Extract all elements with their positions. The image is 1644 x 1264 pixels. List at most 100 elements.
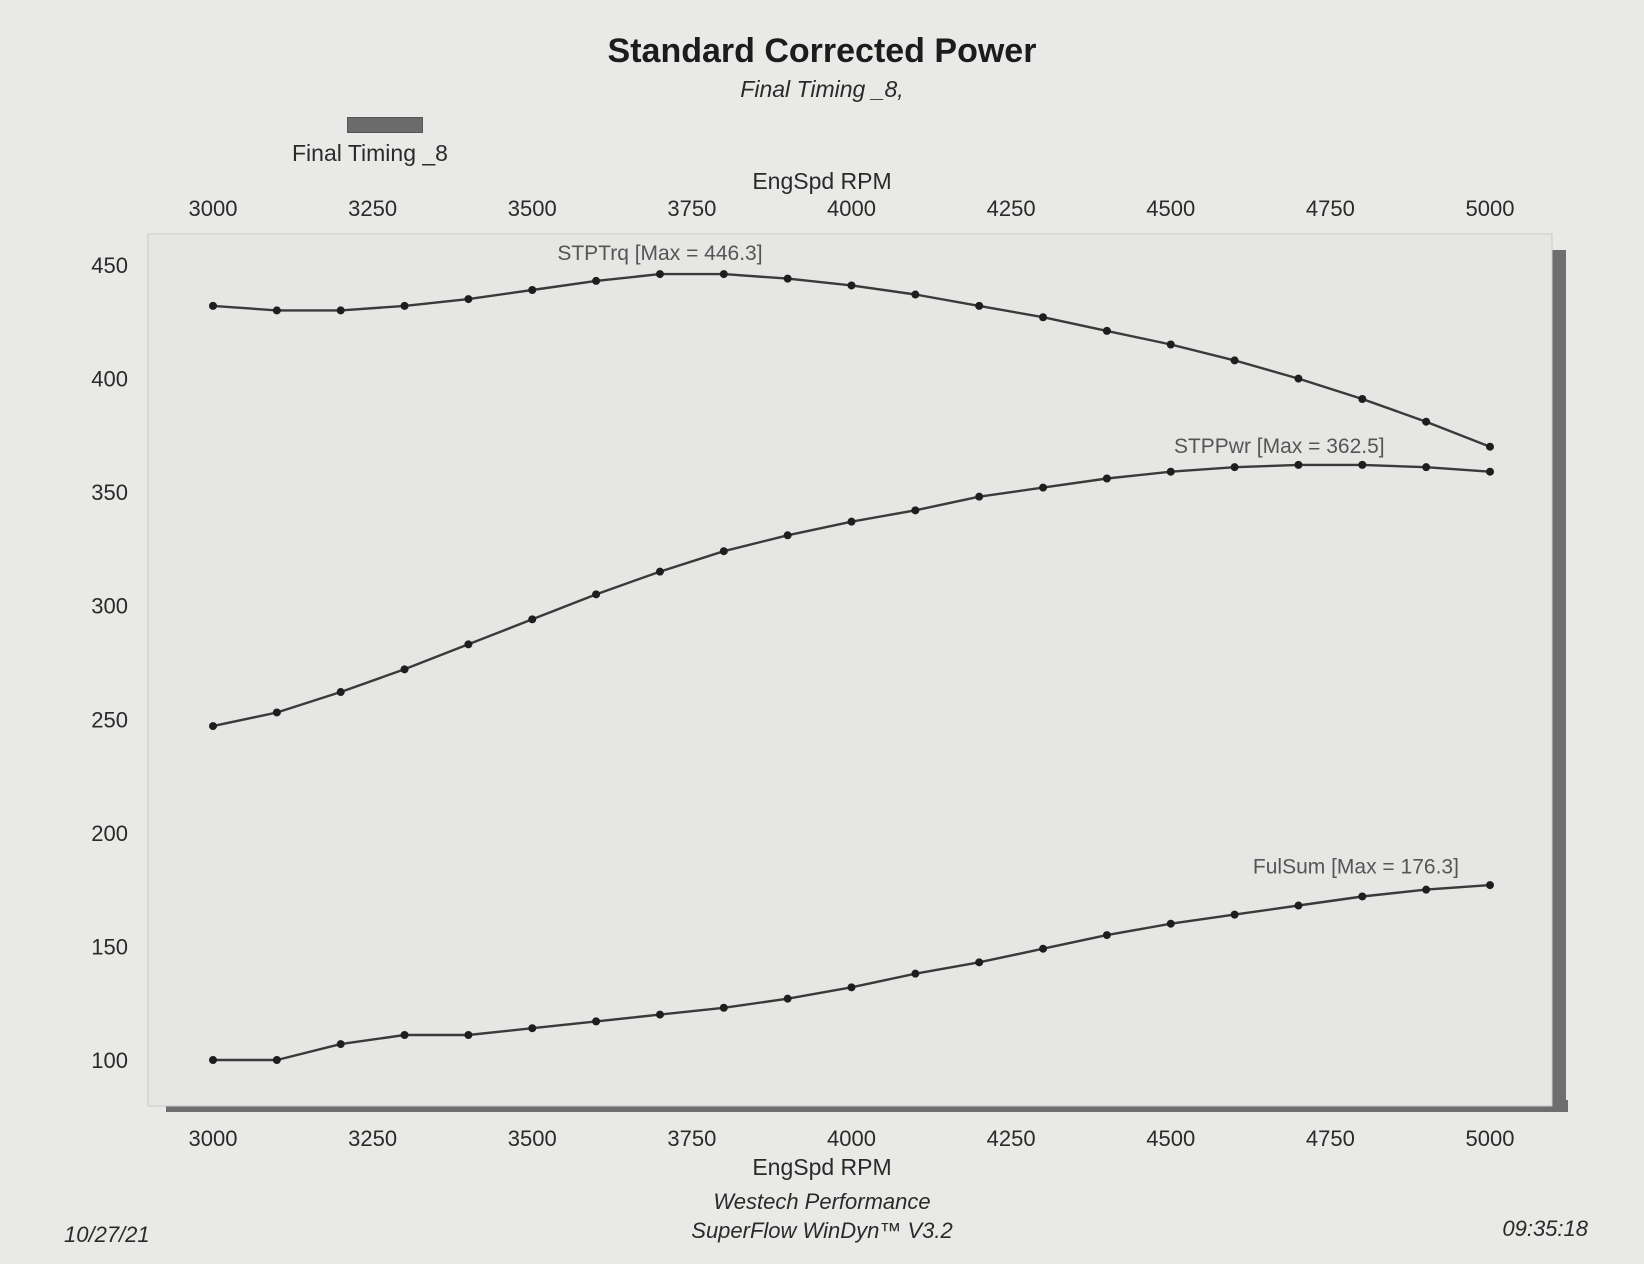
data-point-fulsum [655,1010,664,1019]
data-point-stptrq [1294,374,1303,383]
data-point-stppwr [592,590,601,599]
data-point-stptrq [336,306,345,315]
series-label-stppwr: STPPwr [Max = 362.5] [1174,435,1385,458]
x-tick-label-top: 3250 [348,196,397,221]
data-point-fulsum [592,1017,601,1026]
y-tick-label: 300 [91,594,128,619]
x-tick-label-bottom: 4000 [827,1126,876,1151]
data-point-fulsum [1230,910,1239,919]
data-point-stptrq [592,276,601,285]
data-point-stppwr [272,708,281,717]
x-tick-label-top: 4500 [1146,196,1195,221]
data-point-fulsum [847,983,856,992]
data-point-stppwr [464,640,473,649]
plot-shadow-right [1552,250,1566,1112]
data-point-stptrq [209,301,217,310]
data-point-stptrq [975,301,984,310]
data-point-stptrq [719,270,728,279]
data-point-fulsum [1102,931,1111,940]
data-point-stppwr [1039,483,1048,492]
data-point-stptrq [655,270,664,279]
series-label-fulsum: FulSum [Max = 176.3] [1253,855,1459,878]
data-point-stptrq [528,285,537,294]
data-point-stptrq [1486,442,1494,451]
data-point-fulsum [464,1031,473,1040]
footer-date: 10/27/21 [64,1222,150,1247]
data-point-stppwr [975,492,984,501]
y-tick-label: 100 [91,1048,128,1073]
data-point-fulsum [911,969,920,978]
data-point-fulsum [783,994,792,1003]
x-tick-label-bottom: 5000 [1466,1126,1515,1151]
legend-swatch [347,117,423,133]
data-point-fulsum [400,1031,409,1040]
y-tick-label: 200 [91,821,128,846]
data-point-stppwr [847,517,856,526]
series-label-stptrq: STPTrq [Max = 446.3] [557,242,762,265]
data-point-stptrq [400,301,409,310]
plot-area [147,233,1553,1107]
y-tick-label: 400 [91,367,128,392]
data-point-stptrq [272,306,281,315]
x-tick-label-bottom: 3750 [667,1126,716,1151]
data-point-fulsum [719,1003,728,1012]
x-tick-label-bottom: 3250 [348,1126,397,1151]
data-point-stptrq [1422,417,1431,426]
y-tick-label: 350 [91,480,128,505]
data-point-stppwr [1102,474,1111,483]
data-point-fulsum [1422,885,1431,894]
data-point-stptrq [1166,340,1175,349]
data-point-stppwr [1294,460,1303,469]
data-point-fulsum [1294,901,1303,910]
x-axis-title-bottom: EngSpd RPM [752,1154,892,1180]
x-tick-label-top: 3500 [508,196,557,221]
data-point-stppwr [209,722,217,731]
x-tick-label-bottom: 4750 [1306,1126,1355,1151]
footer-software: SuperFlow WinDyn™ V3.2 [691,1218,953,1243]
data-point-stppwr [1166,467,1175,476]
x-tick-label-top: 3000 [189,196,238,221]
x-tick-label-top: 4000 [827,196,876,221]
data-point-stptrq [911,290,920,299]
data-point-stptrq [1230,356,1239,365]
data-point-stptrq [1102,326,1111,335]
data-point-fulsum [272,1056,281,1064]
data-point-fulsum [336,1040,345,1049]
legend-label: Final Timing _8 [292,140,448,166]
data-point-stppwr [783,531,792,540]
data-point-stptrq [1358,395,1367,404]
data-point-stppwr [1422,463,1431,472]
data-point-fulsum [1166,919,1175,928]
x-tick-label-top: 3750 [667,196,716,221]
data-point-stppwr [655,567,664,576]
x-tick-label-bottom: 4250 [987,1126,1036,1151]
data-point-stptrq [1039,313,1048,322]
y-tick-label: 450 [91,253,128,278]
x-tick-label-bottom: 4500 [1146,1126,1195,1151]
x-tick-label-bottom: 3000 [189,1126,238,1151]
data-point-stptrq [464,295,473,304]
x-tick-label-top: 4750 [1306,196,1355,221]
data-point-stppwr [1230,463,1239,472]
data-point-fulsum [1358,892,1367,901]
x-tick-label-bottom: 3500 [508,1126,557,1151]
data-point-stppwr [400,665,409,674]
data-point-fulsum [1486,881,1494,890]
chart-title: Standard Corrected Power [607,32,1037,70]
data-point-fulsum [528,1024,537,1033]
data-point-fulsum [1039,944,1048,953]
footer-company: Westech Performance [713,1189,931,1214]
data-point-stppwr [1486,467,1494,476]
x-tick-label-top: 5000 [1466,196,1515,221]
data-point-stppwr [528,615,537,624]
data-point-stptrq [847,281,856,290]
x-axis-title-top: EngSpd RPM [752,168,892,194]
data-point-fulsum [975,958,984,967]
y-tick-label: 150 [91,934,128,959]
x-tick-label-top: 4250 [987,196,1036,221]
data-point-stppwr [336,688,345,697]
data-point-fulsum [209,1056,217,1064]
chart-subtitle: Final Timing _8, [740,76,904,102]
data-point-stptrq [783,274,792,283]
